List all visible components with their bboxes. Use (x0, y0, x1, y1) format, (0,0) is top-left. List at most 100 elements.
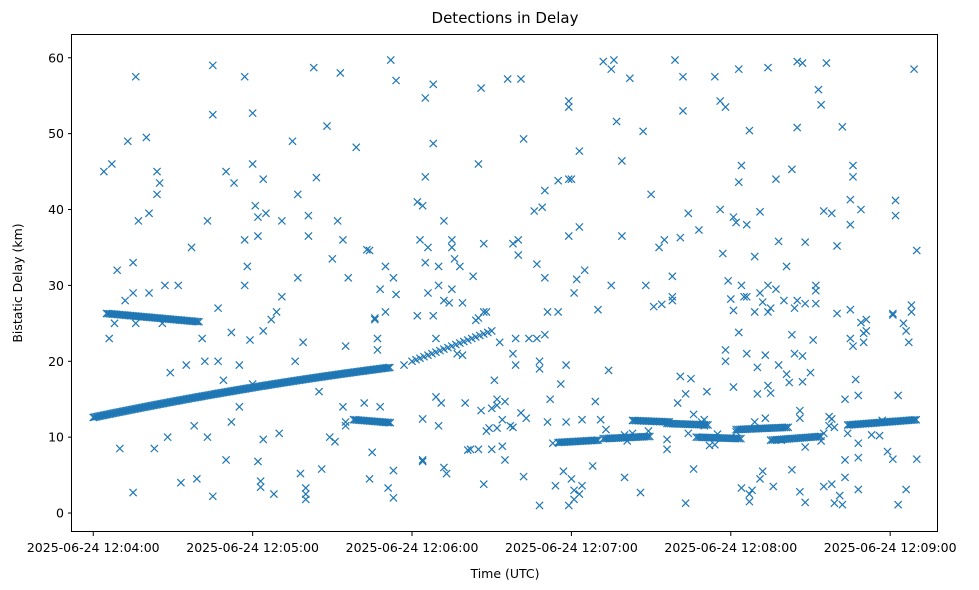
data-point-marker (373, 345, 382, 354)
data-point-marker (267, 315, 276, 324)
data-point-marker (684, 429, 693, 438)
data-point-marker (819, 482, 828, 491)
data-point-marker (769, 482, 778, 491)
data-point-marker (846, 220, 855, 229)
data-point-marker (689, 410, 698, 419)
data-point-marker (474, 159, 483, 169)
data-point-marker (575, 222, 584, 231)
data-point-marker (888, 309, 897, 318)
data-point-marker (423, 288, 432, 298)
data-point-marker (580, 266, 589, 275)
data-point-marker (439, 463, 448, 472)
data-point-marker (304, 232, 313, 241)
data-point-marker (856, 318, 865, 327)
data-point-marker (381, 262, 390, 271)
data-point-marker (912, 415, 921, 424)
data-point-marker (681, 389, 690, 398)
data-point-marker (670, 56, 680, 65)
data-point-marker (429, 80, 438, 89)
data-point-marker (854, 439, 863, 448)
data-point-marker (322, 122, 332, 131)
data-point-marker (862, 326, 871, 335)
data-point-marker (277, 292, 286, 301)
data-point-marker (317, 464, 326, 474)
data-point-marker (126, 311, 135, 320)
data-point-marker (376, 285, 385, 294)
data-point-marker (362, 245, 371, 254)
data-point-marker (755, 474, 765, 483)
data-point-marker (429, 311, 438, 320)
data-point-marker (277, 216, 286, 225)
y-tick-label: 40 (48, 202, 64, 217)
data-point-marker (121, 296, 130, 305)
data-point-marker (365, 246, 374, 255)
data-point-marker (208, 61, 217, 70)
data-point-marker (827, 209, 836, 218)
data-point-marker (817, 436, 826, 445)
data-point-marker (761, 414, 770, 423)
data-point-marker (222, 455, 231, 464)
data-point-marker (912, 455, 921, 464)
data-point-marker (798, 351, 807, 360)
data-point-marker (798, 377, 807, 386)
data-point-marker (245, 336, 255, 345)
data-point-marker (851, 375, 860, 384)
data-point-marker (418, 455, 427, 464)
data-point-marker (160, 281, 169, 290)
data-point-marker (203, 216, 212, 225)
data-point-marker (729, 306, 738, 315)
data-point-marker (710, 440, 719, 449)
data-point-marker (230, 178, 239, 187)
data-point-marker (904, 338, 913, 347)
data-point-marker (854, 391, 863, 400)
data-point-marker (838, 500, 847, 509)
data-point-marker (742, 349, 751, 358)
y-axis-label: Bistatic Delay (km) (10, 223, 25, 342)
data-point-marker (833, 309, 842, 318)
data-point-marker (463, 446, 472, 455)
data-point-marker (500, 397, 510, 406)
data-point-marker (593, 436, 602, 445)
data-point-marker (508, 423, 517, 432)
data-point-marker (628, 429, 637, 438)
data-point-marker (907, 307, 916, 316)
data-point-marker (437, 398, 446, 408)
data-point-marker (570, 288, 579, 298)
data-point-marker (495, 338, 504, 347)
data-point-marker (554, 176, 563, 185)
data-point-marker (418, 457, 427, 466)
data-point-marker (910, 65, 919, 74)
data-point-marker (341, 421, 350, 430)
data-point-marker (543, 417, 552, 427)
data-point-marker (150, 444, 159, 453)
data-point-marker (817, 100, 826, 109)
data-point-marker (482, 307, 491, 316)
data-point-marker (592, 436, 601, 445)
data-point-marker (434, 281, 443, 290)
data-point-marker (383, 418, 392, 427)
data-point-marker (801, 498, 810, 507)
data-point-marker (384, 418, 393, 427)
data-point-marker (745, 497, 754, 506)
data-point-marker (702, 387, 711, 396)
data-point-marker (333, 216, 342, 225)
data-point-marker (413, 311, 422, 320)
data-point-marker (158, 319, 167, 328)
data-point-marker (732, 427, 741, 436)
data-point-marker (248, 159, 257, 169)
data-point-marker (431, 334, 440, 343)
data-point-marker (883, 447, 892, 456)
data-point-marker (498, 415, 507, 424)
data-point-marker (899, 319, 908, 328)
data-point-marker (753, 363, 762, 372)
data-point-marker (487, 445, 496, 454)
data-point-marker (105, 334, 114, 343)
data-point-marker (368, 448, 377, 457)
data-point-marker (508, 239, 517, 248)
data-point-marker (458, 351, 467, 360)
data-point-marker (535, 364, 544, 373)
data-point-marker (742, 292, 751, 301)
x-tick-label: 2025-06-24 12:07:00 (505, 540, 638, 555)
data-point-marker (710, 72, 719, 81)
data-point-marker (838, 122, 847, 131)
